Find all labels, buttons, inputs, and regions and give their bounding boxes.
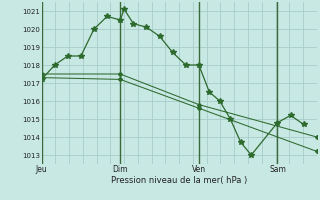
X-axis label: Pression niveau de la mer( hPa ): Pression niveau de la mer( hPa ) [111,176,247,185]
